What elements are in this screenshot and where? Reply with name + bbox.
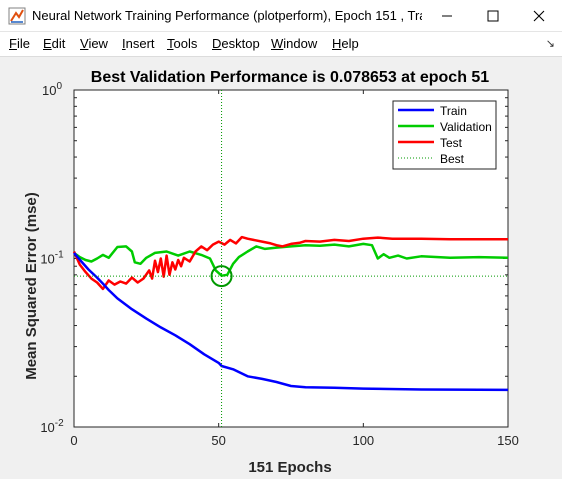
window-title: Neural Network Training Performance (plo…	[32, 8, 422, 23]
chart-title: Best Validation Performance is 0.078653 …	[91, 69, 490, 86]
close-button[interactable]	[516, 0, 562, 31]
menu-bar: File Edit View Insert Tools Desktop Wind…	[0, 32, 562, 57]
y-tick-label: 10-1	[40, 250, 64, 267]
figure-canvas: Best Validation Performance is 0.078653 …	[0, 57, 562, 479]
menu-insert[interactable]: Insert	[122, 36, 155, 51]
close-icon	[533, 10, 545, 22]
menu-tools[interactable]: Tools	[167, 36, 198, 51]
tick-layer: 0 50 100 150 100 10-1 10-2	[40, 81, 519, 448]
y-tick-label: 10-2	[40, 418, 64, 435]
y-axis-label: Mean Squared Error (mse)	[23, 192, 40, 380]
series-line-train	[73, 252, 509, 392]
menu-help[interactable]: Help	[332, 36, 359, 51]
menu-view[interactable]: View	[80, 36, 108, 51]
legend-label-test: Test	[440, 136, 463, 150]
x-tick-label: 100	[352, 433, 374, 448]
chart-legend: Train Validation Test Best	[392, 100, 497, 170]
best-point-circle	[210, 265, 233, 288]
x-tick-label: 150	[497, 433, 519, 448]
performance-chart: Best Validation Performance is 0.078653 …	[23, 69, 519, 476]
menu-file[interactable]: File	[9, 36, 30, 51]
y-tick-label: 100	[42, 81, 62, 98]
menu-window[interactable]: Window	[271, 36, 318, 51]
menu-edit[interactable]: Edit	[43, 36, 66, 51]
minimize-icon	[442, 15, 452, 17]
best-marker-layer	[74, 90, 508, 427]
minimize-button[interactable]	[424, 0, 470, 31]
x-axis-label: 151 Epochs	[248, 459, 331, 476]
legend-label-best: Best	[440, 152, 465, 166]
series-line-test	[72, 235, 508, 291]
legend-label-train: Train	[440, 104, 467, 118]
x-tick-label: 0	[70, 433, 77, 448]
menu-desktop[interactable]: Desktop	[212, 36, 260, 51]
maximize-button[interactable]	[470, 0, 516, 31]
dock-figure-icon[interactable]: ↘	[545, 38, 555, 50]
maximize-icon	[487, 10, 499, 22]
title-bar: Neural Network Training Performance (plo…	[0, 0, 562, 32]
legend-label-validation: Validation	[440, 120, 492, 134]
x-tick-label: 50	[211, 433, 225, 448]
matlab-figure-icon	[8, 7, 26, 25]
